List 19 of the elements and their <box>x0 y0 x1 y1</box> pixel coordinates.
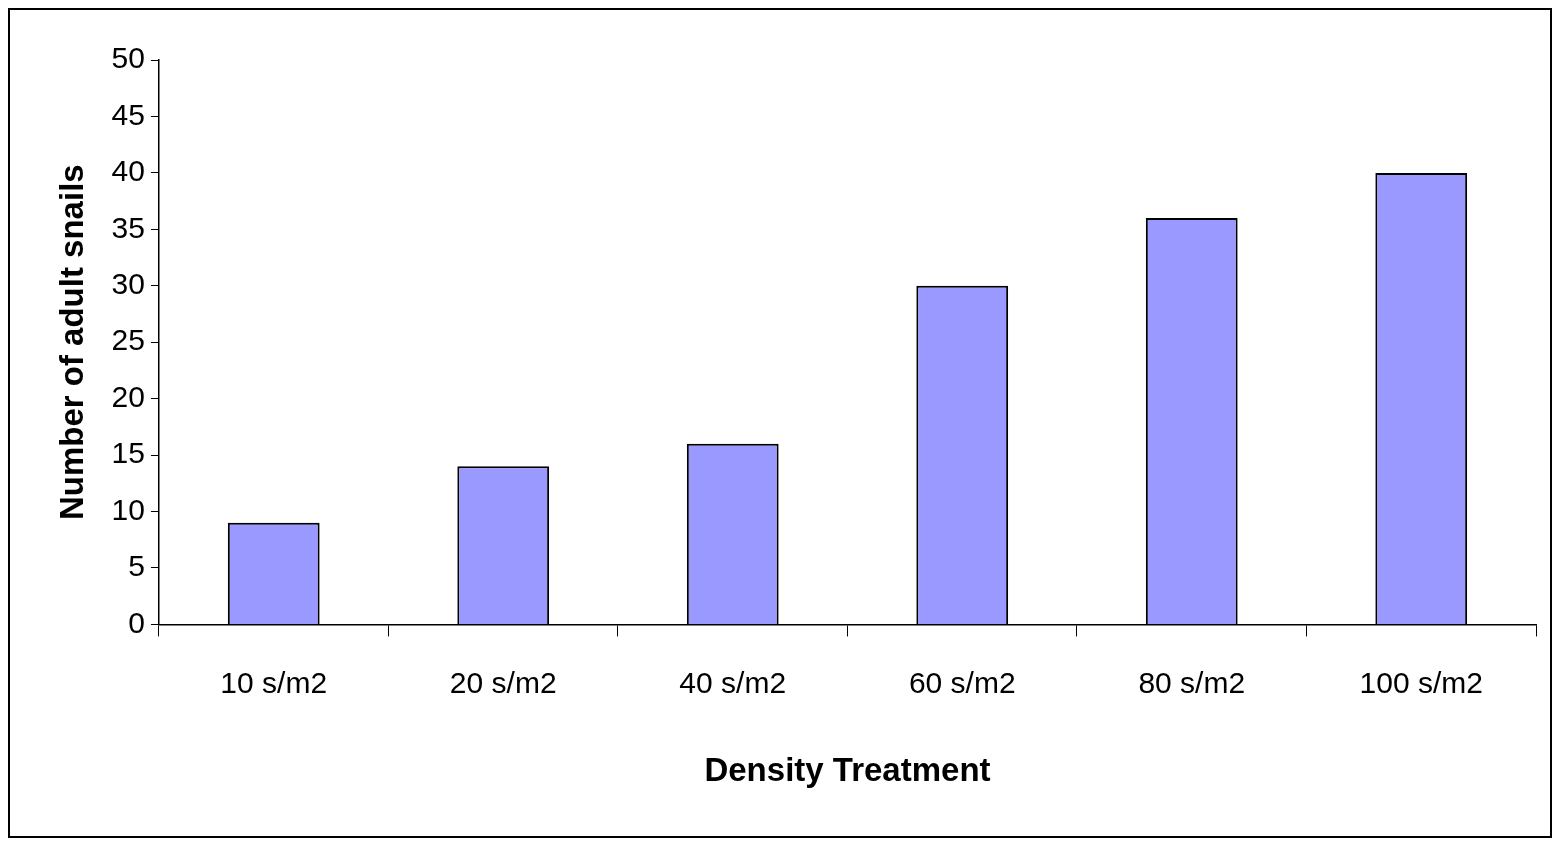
y-tick-label: 10 <box>111 492 145 526</box>
x-axis-title: Density Treatment <box>704 751 991 789</box>
y-tick-label: 35 <box>111 210 145 244</box>
y-tick-label: 5 <box>128 549 145 583</box>
y-tick-label: 20 <box>111 379 145 413</box>
y-tick-label: 45 <box>111 97 145 131</box>
y-tick-label: 40 <box>111 154 145 188</box>
x-tick-label: 40 s/m2 <box>679 665 787 699</box>
y-axis-title: Number of adult snails <box>52 164 90 521</box>
y-tick-label: 15 <box>111 436 145 470</box>
y-tick-label: 0 <box>128 605 145 639</box>
y-tick-label: 25 <box>111 323 145 357</box>
y-tick-label: 30 <box>111 267 145 301</box>
x-tick-label: 100 s/m2 <box>1359 665 1483 699</box>
x-tick-label: 80 s/m2 <box>1138 665 1246 699</box>
x-tick-label: 60 s/m2 <box>908 665 1016 699</box>
x-tick-label: 10 s/m2 <box>220 665 328 699</box>
x-tick-label: 20 s/m2 <box>449 665 557 699</box>
y-tick-label: 50 <box>111 41 145 75</box>
